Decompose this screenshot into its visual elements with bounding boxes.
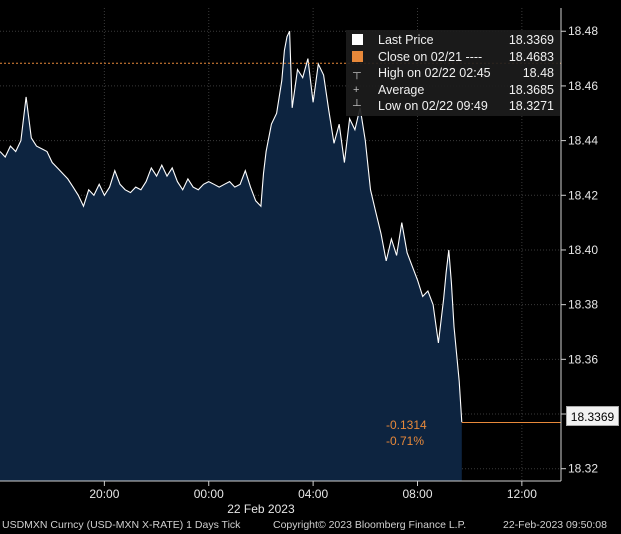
legend-row-high: ┬ High on 02/22 02:45 18.48 [350, 65, 560, 82]
price-line [0, 30, 463, 423]
legend-row-last-price: Last Price 18.3369 [350, 32, 560, 49]
x-tick-label: 08:00 [402, 487, 432, 501]
legend-swatch-close [352, 50, 363, 62]
legend-value: 18.48 [522, 66, 554, 80]
x-tick-label: 20:00 [89, 487, 119, 501]
legend-label: Close on 02/21 ---- [378, 49, 483, 64]
legend-row-average: + Average 18.3685 [350, 82, 560, 99]
legend-value: 18.3685 [508, 82, 554, 97]
y-tick-label: 18.48 [568, 24, 598, 38]
legend-row-low: ┴ Low on 02/22 09:49 18.3271 [350, 98, 560, 115]
legend-swatch-last-price [352, 34, 363, 45]
price-area [0, 31, 462, 481]
y-tick-label: 18.40 [568, 243, 598, 257]
y-tick-label: 18.44 [568, 134, 598, 148]
x-tick-label: 00:00 [194, 487, 224, 501]
y-tick-label: 18.36 [568, 352, 598, 366]
change-percent: -0.71% [386, 434, 425, 448]
low-marker-icon: ┴ [353, 100, 361, 112]
y-tick-label: 18.42 [568, 188, 598, 202]
legend-label: Last Price [378, 33, 434, 47]
chart-legend: Last Price 18.3369 Close on 02/21 ---- 1… [346, 30, 560, 116]
date-axis-label: 22 Feb 2023 [227, 502, 295, 514]
x-tick-label: 04:00 [298, 487, 328, 501]
legend-value: 18.3271 [508, 99, 554, 113]
legend-label: Average [378, 82, 425, 97]
legend-label: Low on 02/22 09:49 [378, 99, 488, 113]
footer-ticker: USDMXN Curncy (USD-MXN X-RATE) 1 Days Ti… [2, 519, 241, 531]
y-tick-label: 18.32 [568, 462, 598, 476]
legend-row-close: Close on 02/21 ---- 18.4683 [350, 49, 560, 66]
y-tick-label: 18.46 [568, 79, 598, 93]
change-absolute: -0.1314 [386, 418, 427, 432]
last-price-tag: 18.3369 [566, 406, 619, 426]
y-tick-label: 18.38 [568, 298, 598, 312]
footer-copyright: Copyright© 2023 Bloomberg Finance L.P. [273, 519, 467, 531]
footer-timestamp: 22-Feb-2023 09:50:08 [503, 519, 607, 531]
average-marker-icon: + [353, 83, 360, 96]
x-tick-label: 12:00 [507, 487, 537, 501]
high-marker-icon: ┬ [353, 67, 361, 79]
footer-bar: USDMXN Curncy (USD-MXN X-RATE) 1 Days Ti… [0, 514, 621, 534]
legend-value: 18.4683 [508, 49, 554, 64]
legend-value: 18.3369 [508, 33, 554, 47]
legend-label: High on 02/22 02:45 [378, 66, 491, 80]
